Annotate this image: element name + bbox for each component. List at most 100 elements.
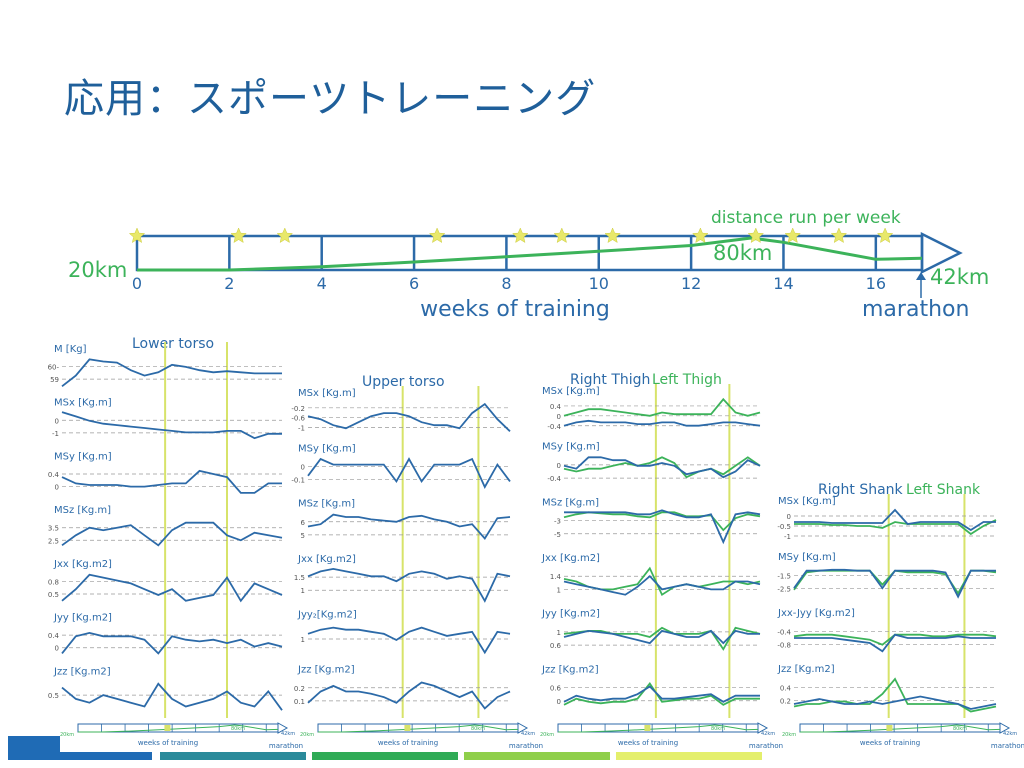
mini-start-label: 20km (300, 732, 314, 738)
panel-title: Lower torso (132, 336, 214, 352)
footer-bar-3 (160, 752, 306, 760)
marathon-pointer-head (916, 272, 926, 280)
timeline-tick-label: 12 (681, 274, 701, 293)
tick-label: -1 (52, 430, 59, 438)
footer-bar-1 (8, 736, 60, 760)
tick-label: -0.5 (777, 523, 791, 531)
series-right (563, 419, 761, 427)
mini-start-label: 20km (782, 732, 796, 738)
timeline-chart: 0 2 4 6 8 10 12 14 16 20km 80km distance run per we… (68, 208, 989, 322)
mini-arrow (277, 722, 289, 734)
timeline-tick-label: 10 (589, 274, 609, 293)
panel-title: Right Shank (818, 482, 904, 498)
week-star (428, 227, 446, 244)
chart-thigh: Right Thigh Left Thigh MSx [Kg.m] 0.4 0 -0.4 M… (541, 372, 761, 718)
mini-end-label: 42km (1003, 731, 1017, 737)
mini-timeline-box (557, 723, 759, 733)
mini-arrow (757, 722, 769, 734)
tick-label: -0.8 (777, 642, 791, 650)
tick-label: 0.6 (550, 642, 562, 650)
series-left (563, 566, 761, 597)
subplot-label: Jxx-Jyy [Kg.m2] (777, 608, 855, 619)
tick-label: 2.5 (48, 537, 59, 545)
week-star (276, 227, 294, 244)
series-right (794, 508, 996, 532)
panel-title: Upper torso (362, 374, 445, 390)
mini-end-label: 42km (281, 731, 295, 737)
mini-peak-label: 80km (471, 726, 485, 732)
tick-label: 0 (557, 413, 561, 421)
timeline-tick-label: 16 (866, 274, 886, 293)
footer-bars (0, 736, 1024, 768)
mini-session-mark (164, 725, 171, 731)
series-left (563, 397, 761, 417)
tick-label: 0 (787, 513, 791, 521)
tick-label: 0.1 (294, 698, 305, 706)
tick-label: 3.5 (48, 525, 59, 533)
chart-lower-torso: Lower torso M [Kg] 60- 59 MSx [Kg.m] 0 -1 MSy [… (48, 336, 283, 718)
series-right (793, 695, 997, 710)
subplot-label: Jyy [Kg.m2] (53, 613, 112, 624)
subplot-label: Jzz [Kg.m2] (777, 664, 835, 675)
subplot-label: M [Kg] (54, 344, 87, 355)
mini-marathon-label: marathon (991, 742, 1024, 750)
subplot-label: MSx [Kg.m] (298, 388, 356, 399)
series-right (307, 626, 511, 655)
slide-title: 応用：スポーツトレーニング (64, 76, 597, 122)
tick-label: 0.8 (48, 578, 59, 586)
tick-label: 59 (50, 376, 59, 384)
timeline-axis-label: weeks of training (420, 297, 610, 322)
tick-label: 0.5 (48, 692, 59, 700)
series-right (61, 521, 283, 547)
tick-label: -0.6 (291, 415, 305, 423)
timeline-tick-label: 2 (224, 274, 234, 293)
subplot-label: MSx [Kg.m] (54, 398, 112, 409)
tick-label: 6 (301, 519, 306, 527)
subplot-label: Jxx [Kg.m2] (297, 554, 356, 565)
tick-label: 0.4 (780, 684, 792, 692)
tick-label: -3 (554, 518, 561, 526)
mini-timeline-1: 20km 80km 42km weeks of training marathon (60, 722, 303, 750)
subplot-label: Jyy₂[Kg.m2] (297, 609, 357, 620)
timeline-tick-label: 0 (132, 274, 142, 293)
tick-label: 1 (557, 586, 561, 594)
footer-bar-5 (464, 752, 610, 760)
tick-label: 0.4 (550, 403, 562, 411)
subplot-label: MSy [Kg.m] (778, 552, 836, 563)
subplot-label: Jzz [Kg.m2] (53, 666, 111, 677)
subplot-label: Jyy [Kg.m2] (541, 609, 600, 620)
series-right (563, 574, 761, 596)
series-right (61, 411, 282, 440)
tick-label: 0 (55, 484, 59, 492)
week-star (830, 227, 848, 244)
subplot-label: Jzz [Kg.m2] (541, 664, 599, 675)
mini-end-label: 42km (761, 731, 775, 737)
mini-start-label: 20km (540, 732, 554, 738)
timeline-distance-label: distance run per week (711, 208, 901, 228)
tick-label: -5 (554, 531, 561, 539)
week-star (128, 227, 146, 244)
series-right (61, 573, 283, 603)
timeline-tick-label: 4 (317, 274, 327, 293)
tick-label: 0 (55, 417, 59, 425)
timeline-arrow-head (920, 231, 963, 275)
week-star (784, 227, 801, 244)
footer-bar-2 (60, 752, 152, 760)
tick-label: -0.1 (291, 477, 305, 485)
mini-timeline-box (799, 723, 1001, 733)
series-left (563, 626, 761, 651)
series-left (794, 519, 997, 536)
week-star (553, 227, 571, 244)
series-right (794, 633, 996, 653)
timeline-tick-label: 6 (409, 274, 419, 293)
mini-peak-label: 80km (711, 726, 725, 732)
tick-label: -2.5 (777, 586, 791, 594)
week-star (747, 227, 765, 244)
timeline-tick-label: 8 (501, 274, 511, 293)
series-right (307, 681, 511, 710)
tick-label: 1 (557, 629, 561, 637)
series-right (563, 629, 760, 645)
tick-label: 5 (301, 532, 305, 540)
timeline-tick-label: 14 (773, 274, 793, 293)
distance-line (137, 236, 923, 272)
